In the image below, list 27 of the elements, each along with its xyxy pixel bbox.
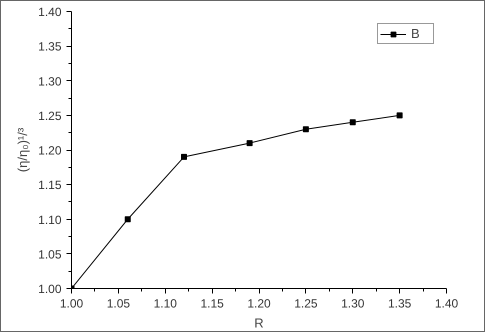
y-tick-label: 1.30 (38, 74, 62, 88)
y-tick-label: 1.20 (38, 144, 62, 158)
x-tick-label: 1.00 (60, 296, 84, 310)
x-tick-label: 1.25 (294, 296, 318, 310)
y-tick-label: 1.00 (38, 282, 62, 296)
x-axis-title: R (254, 316, 264, 330)
legend-label: B (411, 26, 421, 41)
x-tick-label: 1.20 (247, 296, 272, 310)
y-tick-label: 1.05 (38, 247, 62, 262)
x-tick-label: 1.05 (106, 296, 130, 310)
point (396, 112, 403, 118)
point (246, 140, 253, 146)
point (350, 119, 356, 126)
y-tick-label: 1.10 (38, 212, 62, 227)
x-tick-label: 1.10 (154, 296, 178, 310)
y-tick-label: 1.35 (38, 40, 62, 54)
y-tick-label: 1.15 (38, 178, 62, 192)
x-tick-label: 1.30 (341, 296, 365, 310)
y-tick-label: 1.25 (38, 108, 62, 123)
y-axis-title: (η/η₀)¹/³ (15, 127, 30, 172)
point (302, 126, 309, 132)
point (124, 216, 131, 222)
x-tick-label: 1.15 (200, 296, 224, 310)
x-tick-label: 1.35 (388, 296, 412, 310)
y-tick-label: 1.40 (38, 5, 62, 19)
x-tick-label: 1.40 (434, 296, 459, 310)
point (181, 154, 187, 160)
